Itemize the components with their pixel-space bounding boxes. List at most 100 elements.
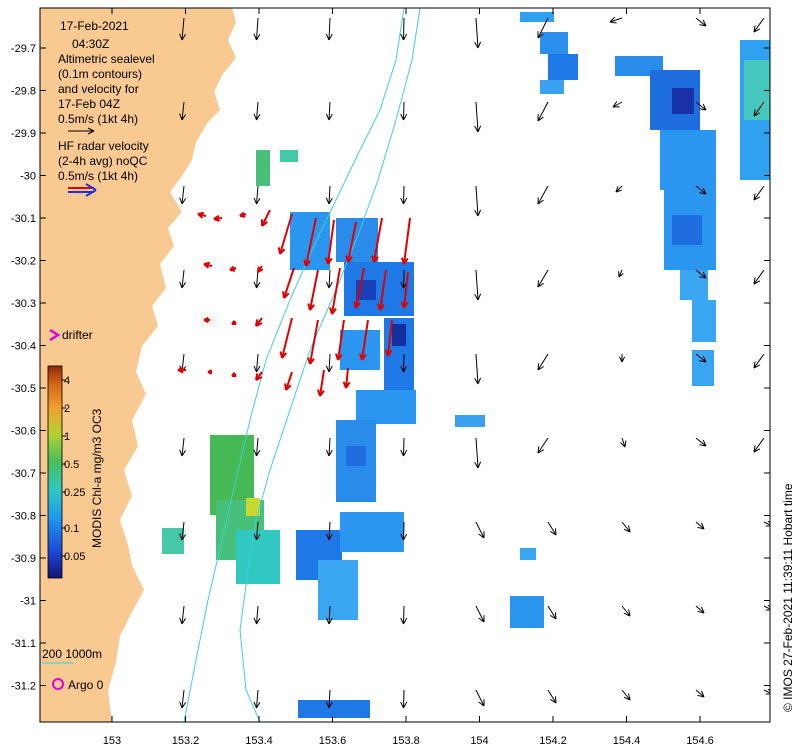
altimetry-arrow xyxy=(763,689,770,694)
y-tick-label: -30.6 xyxy=(11,426,36,438)
altimetry-arrow-head xyxy=(179,533,187,541)
altimetry-arrow-head xyxy=(400,365,408,373)
altimetry-arrow-head xyxy=(478,615,485,623)
altimetry-arrow-head xyxy=(400,113,408,121)
altimetry-legend-line: (0.1m contours) xyxy=(58,67,142,81)
argo-float-icon xyxy=(52,678,64,690)
hf-legend-line: 0.5m/s (1kt 4h) xyxy=(58,169,138,183)
altimetry-arrow-head xyxy=(537,114,544,122)
hf-radar-arrow xyxy=(403,217,411,265)
colorbar-ticks: 4 2 1 0.5 0.25 0.1 0.05 xyxy=(62,375,85,563)
y-tick-label: -31 xyxy=(20,596,36,608)
colorbar-tick-label: 1 xyxy=(64,431,70,443)
plot-frame xyxy=(39,7,771,723)
hf-radar-arrow-head xyxy=(277,247,286,255)
altimetry-arrow-head xyxy=(179,449,187,457)
hf-radar-arrow xyxy=(347,221,357,263)
hf-radar-arrow-head xyxy=(282,291,290,299)
altimetry-arrow xyxy=(328,101,331,121)
altimetry-arrow-head xyxy=(699,439,707,447)
y-tick-label: -29.7 xyxy=(11,43,36,55)
altimetry-arrow-head xyxy=(253,701,261,709)
altimetry-arrow xyxy=(181,521,185,541)
altimetry-arrow xyxy=(328,689,331,709)
altimetry-arrow xyxy=(475,437,479,469)
altimetry-arrow xyxy=(181,17,185,41)
altimetry-arrow-head xyxy=(253,449,261,457)
hf-radar-arrow-head xyxy=(400,257,409,265)
altimetry-arrow xyxy=(403,605,405,625)
hf-radar-arrow-head xyxy=(324,257,333,265)
altimetry-arrow-head xyxy=(623,693,631,701)
altimetry-arrow-head xyxy=(618,271,624,278)
altimetry-arrow-head xyxy=(753,25,761,33)
colorbar-tick-label: 0.1 xyxy=(64,523,79,535)
altimetry-velocity-arrows xyxy=(179,16,770,709)
hf-scale-arrowhead xyxy=(85,183,97,197)
altimetry-arrow-head xyxy=(400,617,408,625)
altimetry-arrow xyxy=(475,353,479,385)
altimetry-arrow-head xyxy=(179,33,186,41)
altimetry-arrow xyxy=(753,17,765,33)
altimetry-arrow xyxy=(181,605,185,625)
hf-radar-arrow xyxy=(387,319,393,357)
hf-radar-arrow-head xyxy=(376,303,385,311)
altimetry-arrow xyxy=(328,269,331,289)
hf-radar-arrow-head xyxy=(231,372,237,377)
y-tick-label: -30 xyxy=(20,171,36,183)
altimetry-arrow-head xyxy=(179,197,187,205)
altimetry-arrow xyxy=(475,17,479,49)
altimetry-arrow xyxy=(695,437,707,447)
altimetry-arrow xyxy=(256,521,259,541)
altimetry-arrow xyxy=(328,17,331,41)
altimetry-arrow-head xyxy=(253,533,261,541)
altimetry-arrow-head xyxy=(615,186,622,193)
altimetry-arrow xyxy=(695,689,705,698)
altimetry-arrow xyxy=(537,437,549,454)
altimetry-arrow-head xyxy=(697,606,705,614)
hf-radar-arrow xyxy=(379,269,387,311)
altimetry-arrow xyxy=(695,521,705,530)
altimetry-arrow-head xyxy=(474,125,482,133)
altimetry-arrow xyxy=(695,353,707,363)
altimetry-arrow-head xyxy=(253,113,261,121)
altimetry-arrow-head xyxy=(550,696,557,704)
hf-radar-arrow xyxy=(373,217,383,263)
altimetry-arrow xyxy=(695,269,707,279)
altimetry-arrow xyxy=(181,437,185,457)
altimetry-arrow xyxy=(621,689,631,701)
hf-radar-arrow-head xyxy=(207,369,213,375)
colorbar-tick-label: 2 xyxy=(64,403,70,415)
altimetry-legend-line: 0.5m/s (1kt 4h) xyxy=(58,112,138,126)
hf-radar-arrow-head xyxy=(203,316,209,324)
x-tick-label: 153.8 xyxy=(392,735,420,747)
altimetry-arrow-head xyxy=(620,440,627,448)
altimetry-arrow-head xyxy=(179,113,187,121)
hf-radar-arrow-head xyxy=(303,259,311,267)
altimetry-arrow xyxy=(328,185,331,205)
x-tick-label: 154.4 xyxy=(613,735,641,747)
altimetry-arrow-head xyxy=(537,363,544,371)
drifter-label: drifter xyxy=(62,328,93,342)
colorbar-tick-label: 0.25 xyxy=(64,487,85,499)
hf-radar-arrow xyxy=(261,209,271,227)
altimetry-arrow xyxy=(475,185,479,217)
altimetry-arrow xyxy=(537,269,549,288)
altimetry-arrow-head xyxy=(697,522,705,530)
altimetry-arrow xyxy=(328,437,331,457)
altimetry-scale-arrowhead xyxy=(87,127,95,135)
hf-legend-line: HF radar velocity xyxy=(58,139,149,153)
altimetry-arrow xyxy=(621,605,631,617)
altimetry-arrow-head xyxy=(753,361,761,369)
hf-radar-arrow xyxy=(285,371,293,391)
hf-radar-arrow xyxy=(279,213,293,255)
altimetry-arrow-head xyxy=(753,109,761,117)
y-tick-label: -30.5 xyxy=(11,383,36,395)
altimetry-arrow xyxy=(256,101,259,121)
hf-radar-arrow xyxy=(309,269,319,311)
altimetry-arrow xyxy=(612,101,623,108)
altimetry-arrow xyxy=(181,269,185,289)
map-date: 17-Feb-2021 xyxy=(60,19,129,33)
